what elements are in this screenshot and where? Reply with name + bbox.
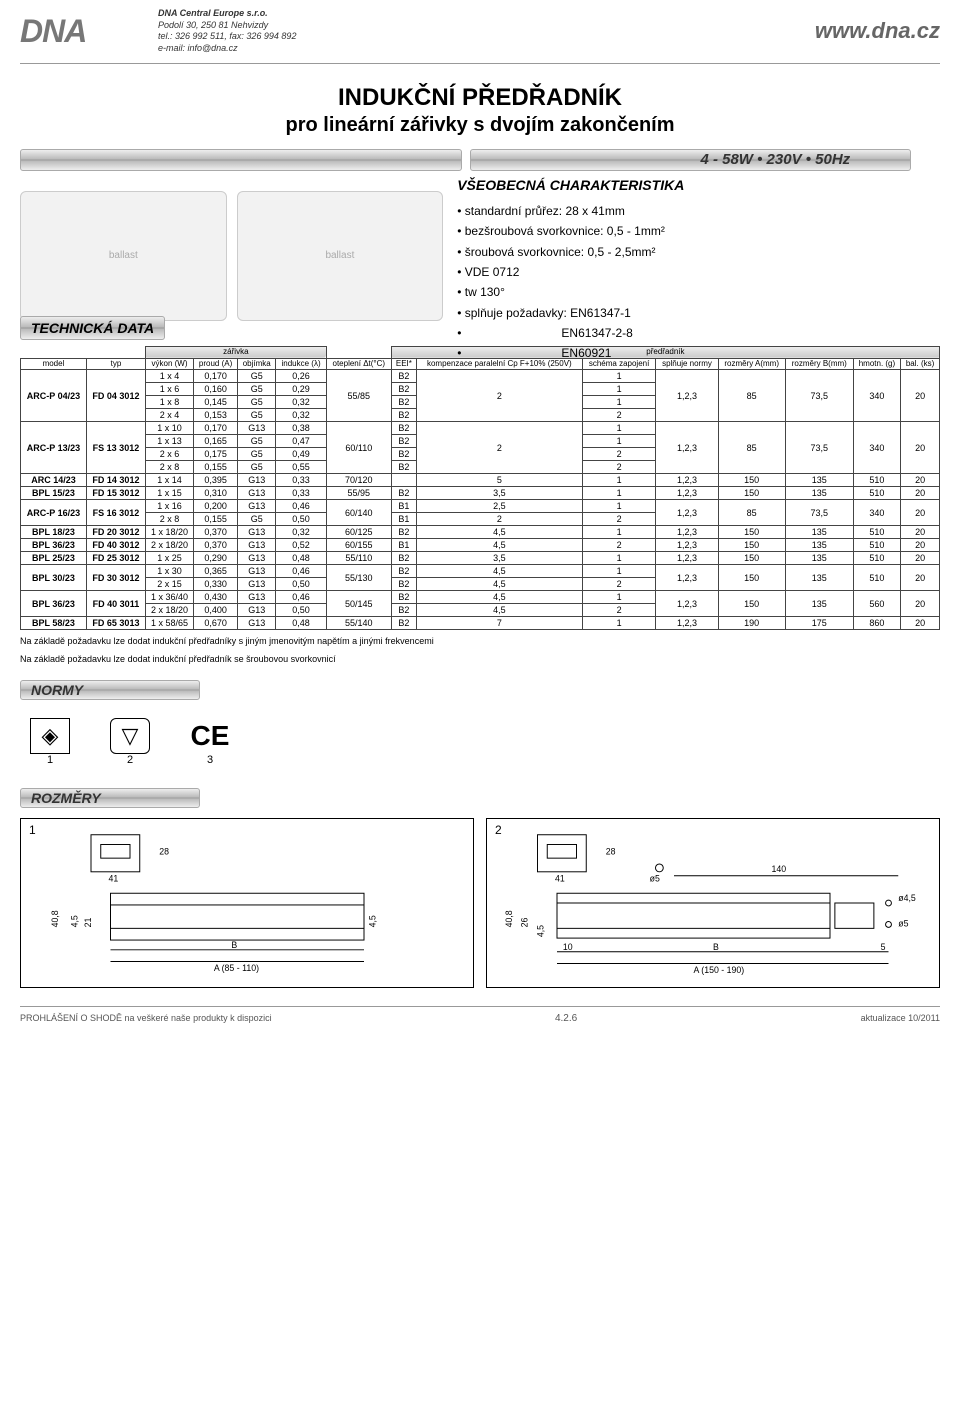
footer-right: aktualizace 10/2011 xyxy=(861,1013,940,1024)
footer: PROHLÁŠENÍ O SHODĚ na veškeré naše produ… xyxy=(20,1006,940,1030)
logo-text: DNA xyxy=(20,13,150,50)
title-block: INDUKČNÍ PŘEDŘADNÍK pro lineární zářivky… xyxy=(20,84,940,137)
dim2-svg: 28 41 ø5 140 40,8 26 4,5 ø4,5 ø5 10 B 5 xyxy=(493,825,933,981)
table-row: BPL 36/23FD 40 30122 x 18/200,370G130,52… xyxy=(21,539,940,552)
norm-num-1: 1 xyxy=(30,754,70,766)
col-header: rozměry A(mm) xyxy=(718,358,785,370)
gradbar-left xyxy=(20,149,462,171)
title-main: INDUKČNÍ PŘEDŘADNÍK xyxy=(20,84,940,112)
normy-label: NORMY xyxy=(31,682,83,698)
table-row: ARC-P 04/23FD 04 30121 x 40,170G50,2655/… xyxy=(21,370,940,383)
col-header: indukce (λ) xyxy=(276,358,326,370)
svg-text:10: 10 xyxy=(563,942,573,952)
footer-left: PROHLÁŠENÍ O SHODĚ na veškeré naše produ… xyxy=(20,1013,272,1024)
email: e-mail: info@dna.cz xyxy=(158,43,815,55)
svg-text:41: 41 xyxy=(555,873,565,883)
header: DNA DNA Central Europe s.r.o. Podolí 30,… xyxy=(20,0,940,64)
svg-text:21: 21 xyxy=(83,917,93,927)
charac-item: EN61347-2-8 xyxy=(457,323,940,343)
section-rozmery: ROZMĚRY xyxy=(20,788,200,808)
address: Podolí 30, 250 81 Nehvizdy xyxy=(158,20,815,32)
norm-num-3: 3 xyxy=(190,754,230,766)
col-header: schéma zapojení xyxy=(582,358,656,370)
col-header: objímka xyxy=(238,358,276,370)
svg-text:4,5: 4,5 xyxy=(535,925,545,937)
svg-text:28: 28 xyxy=(159,846,169,856)
title-sub: pro lineární zářivky s dvojím zakončením xyxy=(20,114,940,137)
norm-3: CE3 xyxy=(190,718,230,766)
table-row: BPL 25/23FD 25 30121 x 250,290G130,4855/… xyxy=(21,552,940,565)
col-header: proud (A) xyxy=(194,358,238,370)
norms-row: ◈1 ▽2 CE3 xyxy=(20,710,940,774)
charac-item: bezšroubová svorkovnice: 0,5 - 1mm² xyxy=(457,221,940,241)
col-header: bal. (ks) xyxy=(901,358,940,370)
col-header: výkon (W) xyxy=(145,358,193,370)
enec-icon: ◈ xyxy=(30,718,70,754)
logo: DNA xyxy=(20,13,150,50)
section-normy: NORMY xyxy=(20,680,200,700)
charac-heading: VŠEOBECNÁ CHARAKTERISTIKA xyxy=(457,177,940,193)
col-header: oteplení Δt(°C) xyxy=(326,358,391,370)
footer-center: 4.2.6 xyxy=(555,1013,577,1024)
charac-item: splňuje požadavky: EN61347-1 xyxy=(457,303,940,323)
table-row: BPL 18/23FD 20 30121 x 18/200,370G130,32… xyxy=(21,526,940,539)
dim-panel-2: 2 28 41 ø5 140 40,8 26 4,5 ø4,5 ø5 xyxy=(486,818,940,988)
table-row: BPL 30/23FD 30 30121 x 300,365G130,4655/… xyxy=(21,565,940,578)
svg-text:28: 28 xyxy=(606,846,616,856)
website-url: www.dna.cz xyxy=(815,18,940,44)
spec-bar: 4 - 58W • 230V • 50Hz xyxy=(470,149,912,171)
col-header: splňuje normy xyxy=(656,358,718,370)
charac-list: standardní průřez: 28 x 41mmbezšroubová … xyxy=(457,201,940,364)
vde-icon: ▽ xyxy=(110,718,150,754)
charac-item: standardní průřez: 28 x 41mm xyxy=(457,201,940,221)
dim-panel-1: 1 28 41 40,8 4,5 21 B 4,5 A (85 - 110) xyxy=(20,818,474,988)
product-image-1: ballast xyxy=(20,191,227,321)
svg-text:4,5: 4,5 xyxy=(69,915,79,927)
norm-2: ▽2 xyxy=(110,718,150,766)
svg-text:B: B xyxy=(713,942,719,952)
table-row: ARC-P 16/23FS 16 30121 x 160,200G130,466… xyxy=(21,500,940,513)
contact-block: DNA Central Europe s.r.o. Podolí 30, 250… xyxy=(150,8,815,55)
ce-icon: CE xyxy=(190,718,230,754)
dim1-svg: 28 41 40,8 4,5 21 B 4,5 A (85 - 110) xyxy=(27,825,467,981)
svg-text:41: 41 xyxy=(109,873,119,883)
table-row: BPL 15/23FD 15 30121 x 150,310G130,3355/… xyxy=(21,487,940,500)
dim1-label: 1 xyxy=(29,823,36,837)
svg-text:A (85 - 110): A (85 - 110) xyxy=(214,963,259,973)
col-header: hmotn. (g) xyxy=(853,358,900,370)
svg-text:B: B xyxy=(231,940,237,950)
dim2-label: 2 xyxy=(495,823,502,837)
product-image-2: ballast xyxy=(237,191,444,321)
svg-text:4,5: 4,5 xyxy=(368,915,378,927)
data-table: zářivka předřadník modeltypvýkon (W)prou… xyxy=(20,346,940,631)
footnote-1: Na základě požadavku lze dodat indukční … xyxy=(20,636,940,648)
footnote-2: Na základě požadavku lze dodat indukční … xyxy=(20,654,940,666)
table-row: ARC-P 13/23FS 13 30121 x 100,170G130,386… xyxy=(21,422,940,435)
charac-item: tw 130° xyxy=(457,282,940,302)
charac-item: VDE 0712 xyxy=(457,262,940,282)
spec-text: 4 - 58W • 230V • 50Hz xyxy=(700,151,850,168)
norm-1: ◈1 xyxy=(30,718,70,766)
table-row: BPL 36/23FD 40 30111 x 36/400,430G130,46… xyxy=(21,591,940,604)
svg-text:ø4,5: ø4,5 xyxy=(898,893,916,903)
svg-text:ø5: ø5 xyxy=(898,918,908,928)
svg-text:5: 5 xyxy=(881,942,886,952)
company-name: DNA Central Europe s.r.o. xyxy=(158,8,815,20)
norm-num-2: 2 xyxy=(110,754,150,766)
tech-data-label: TECHNICKÁ DATA xyxy=(20,316,165,340)
svg-text:ø5: ø5 xyxy=(650,873,660,883)
table-row: ARC 14/23FD 14 30121 x 140,395G130,3370/… xyxy=(21,474,940,487)
svg-text:40,8: 40,8 xyxy=(50,910,60,927)
svg-text:A (150 - 190): A (150 - 190) xyxy=(694,965,745,975)
svg-text:26: 26 xyxy=(520,917,530,927)
svg-text:140: 140 xyxy=(772,864,787,874)
charac-item: šroubová svorkovnice: 0,5 - 2,5mm² xyxy=(457,242,940,262)
col-header: kompenzace paralelní Cp F+10% (250V) xyxy=(416,358,582,370)
svg-text:40,8: 40,8 xyxy=(504,910,514,927)
rozmery-label: ROZMĚRY xyxy=(31,790,101,806)
phone: tel.: 326 992 511, fax: 326 994 892 xyxy=(158,31,815,43)
col-header: rozměry B(mm) xyxy=(785,358,853,370)
table-row: BPL 58/23FD 65 30131 x 58/650,670G130,48… xyxy=(21,617,940,630)
